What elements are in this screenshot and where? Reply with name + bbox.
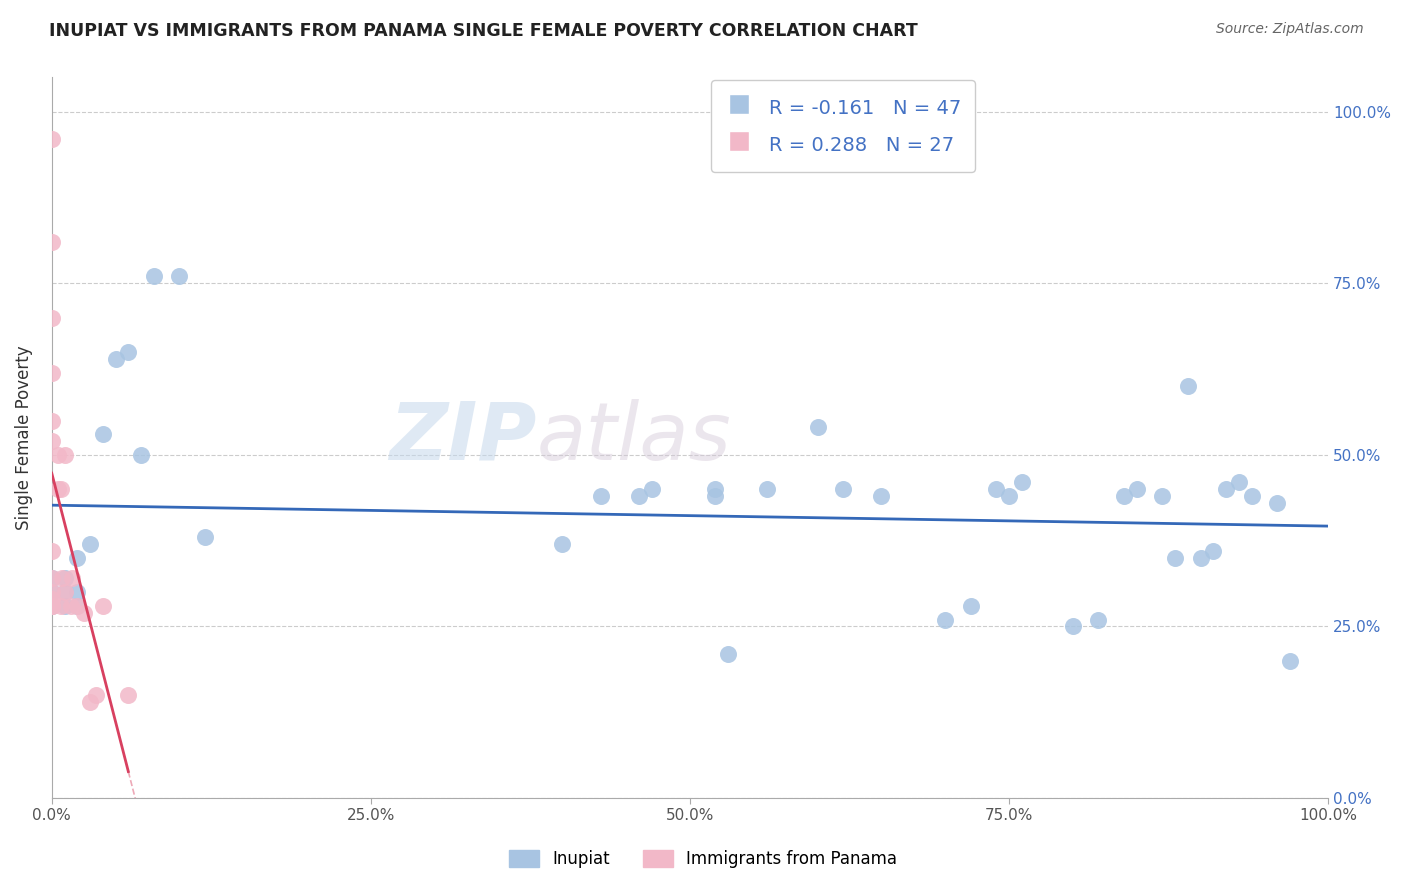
Point bbox=[41, 310, 63, 325]
Y-axis label: Single Female Poverty: Single Female Poverty bbox=[15, 345, 32, 530]
Point bbox=[79, 537, 101, 551]
Point bbox=[755, 482, 778, 496]
Point bbox=[66, 550, 89, 565]
Point bbox=[1164, 550, 1187, 565]
Point bbox=[1265, 496, 1288, 510]
Point bbox=[959, 599, 981, 613]
Point bbox=[194, 530, 217, 544]
Text: atlas: atlas bbox=[537, 399, 731, 476]
Point bbox=[53, 448, 76, 462]
Point bbox=[1215, 482, 1237, 496]
Point bbox=[1112, 489, 1135, 503]
Point bbox=[51, 571, 73, 585]
Point bbox=[640, 482, 662, 496]
Point bbox=[66, 599, 89, 613]
Point bbox=[998, 489, 1021, 503]
Point bbox=[49, 599, 72, 613]
Point bbox=[53, 585, 76, 599]
Point bbox=[717, 647, 740, 661]
Point bbox=[53, 599, 76, 613]
Point bbox=[41, 599, 63, 613]
Point bbox=[806, 420, 828, 434]
Point bbox=[46, 482, 69, 496]
Point bbox=[1278, 654, 1301, 668]
Point bbox=[117, 688, 139, 702]
Point bbox=[986, 482, 1008, 496]
Point bbox=[117, 345, 139, 359]
Point bbox=[1202, 544, 1225, 558]
Point bbox=[589, 489, 612, 503]
Point bbox=[934, 613, 956, 627]
Point bbox=[142, 269, 165, 284]
Point bbox=[41, 132, 63, 146]
Point bbox=[870, 489, 893, 503]
Point bbox=[169, 269, 191, 284]
Legend: R = -0.161   N = 47, R = 0.288   N = 27: R = -0.161 N = 47, R = 0.288 N = 27 bbox=[711, 80, 976, 172]
Point bbox=[41, 571, 63, 585]
Point bbox=[79, 695, 101, 709]
Point bbox=[53, 571, 76, 585]
Point bbox=[1011, 475, 1033, 490]
Point bbox=[60, 571, 83, 585]
Point bbox=[41, 599, 63, 613]
Point bbox=[704, 489, 727, 503]
Point bbox=[129, 448, 152, 462]
Text: ZIP: ZIP bbox=[389, 399, 537, 476]
Point bbox=[73, 606, 96, 620]
Point bbox=[1240, 489, 1263, 503]
Point bbox=[832, 482, 855, 496]
Point bbox=[1189, 550, 1212, 565]
Point bbox=[1177, 379, 1199, 393]
Point bbox=[91, 427, 114, 442]
Point bbox=[41, 585, 63, 599]
Point bbox=[41, 571, 63, 585]
Point bbox=[59, 599, 82, 613]
Point bbox=[1227, 475, 1250, 490]
Text: INUPIAT VS IMMIGRANTS FROM PANAMA SINGLE FEMALE POVERTY CORRELATION CHART: INUPIAT VS IMMIGRANTS FROM PANAMA SINGLE… bbox=[49, 22, 918, 40]
Point bbox=[86, 688, 108, 702]
Point bbox=[1125, 482, 1147, 496]
Text: Source: ZipAtlas.com: Source: ZipAtlas.com bbox=[1216, 22, 1364, 37]
Point bbox=[41, 585, 63, 599]
Point bbox=[41, 235, 63, 249]
Point bbox=[41, 592, 63, 607]
Point bbox=[1087, 613, 1109, 627]
Point bbox=[49, 482, 72, 496]
Point bbox=[41, 414, 63, 428]
Point bbox=[66, 599, 89, 613]
Point bbox=[91, 599, 114, 613]
Point bbox=[41, 366, 63, 380]
Point bbox=[66, 585, 89, 599]
Point bbox=[704, 482, 727, 496]
Point bbox=[46, 448, 69, 462]
Point bbox=[627, 489, 650, 503]
Point bbox=[41, 434, 63, 449]
Point bbox=[41, 599, 63, 613]
Legend: Inupiat, Immigrants from Panama: Inupiat, Immigrants from Panama bbox=[502, 843, 904, 875]
Point bbox=[551, 537, 574, 551]
Point bbox=[104, 351, 127, 366]
Point bbox=[1062, 619, 1084, 633]
Point bbox=[53, 585, 76, 599]
Point bbox=[41, 544, 63, 558]
Point bbox=[1152, 489, 1174, 503]
